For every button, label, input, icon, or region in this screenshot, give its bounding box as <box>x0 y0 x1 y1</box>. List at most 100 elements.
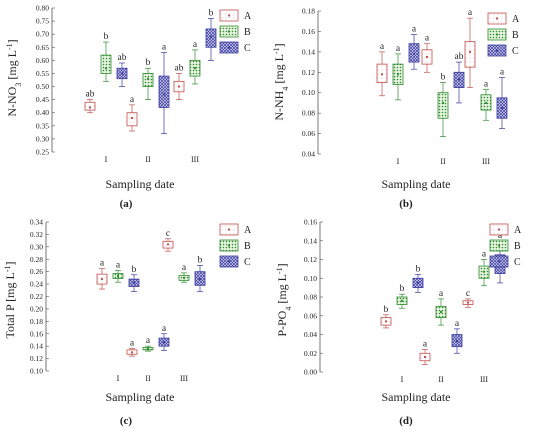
y-axis-title: N-NO3 [mg L-1] <box>5 39 23 116</box>
significance-label: a <box>498 231 503 241</box>
y-tick-label: 0.26 <box>30 267 43 276</box>
x-category-label: I <box>105 155 108 164</box>
legend-label-A: A <box>244 225 252 236</box>
box-B-I: a <box>112 260 124 283</box>
y-tick-label: 0.70 <box>36 30 49 39</box>
significance-label: b <box>441 73 446 83</box>
box-A-III: c <box>462 289 474 308</box>
legend-label-B: B <box>512 30 519 41</box>
legend-swatch-marker <box>498 260 500 263</box>
legend-label-C: C <box>514 257 521 268</box>
legend-label-A: A <box>512 14 520 25</box>
median-marker <box>401 299 403 302</box>
legend-swatch-marker <box>498 228 500 231</box>
median-marker <box>381 73 383 76</box>
box-B-II: b <box>142 58 154 100</box>
y-tick-label: 0.50 <box>36 82 49 91</box>
box-B-I: a <box>392 44 404 101</box>
significance-label: a <box>484 80 489 90</box>
box-body <box>408 43 420 63</box>
median-marker <box>117 275 119 278</box>
box-A-II: a <box>126 95 138 132</box>
legend-label-C: C <box>244 43 251 54</box>
median-marker <box>469 50 471 53</box>
x-category-label: I <box>397 157 400 166</box>
significance-label: a <box>182 263 187 273</box>
legend-swatch-marker <box>496 17 498 20</box>
significance-label: a <box>146 336 151 346</box>
panel-label: (b) <box>399 198 413 210</box>
median-marker <box>467 301 469 304</box>
significance-label: a <box>396 44 401 54</box>
x-category-label: III <box>180 374 188 383</box>
box-body <box>84 101 96 111</box>
y-tick-label: 0.45 <box>36 95 49 104</box>
significance-label: a <box>423 340 428 350</box>
legend: ABC <box>219 9 252 54</box>
x-category-label: II <box>438 375 444 384</box>
box-C-II: ab <box>453 52 465 104</box>
box-body <box>126 112 138 127</box>
significance-label: ab <box>455 52 464 62</box>
x-category-label: II <box>440 157 446 166</box>
box-body <box>142 73 154 87</box>
median-marker <box>131 351 133 354</box>
y-tick-label: 0.40 <box>36 108 49 117</box>
y-tick-label: 0.18 <box>30 317 43 326</box>
legend-swatch-marker <box>498 244 500 247</box>
y-tick-label: 0.34 <box>30 218 43 227</box>
median-marker <box>147 347 149 350</box>
significance-label: ab <box>175 63 184 73</box>
median-marker <box>485 101 487 104</box>
panel-label: (c) <box>120 415 133 427</box>
y-tick-label: 0.75 <box>36 17 49 26</box>
box-C-III: b <box>194 255 206 292</box>
median-marker <box>163 93 165 96</box>
legend-label-B: B <box>514 241 521 252</box>
y-tick-label: 0.20 <box>30 304 43 313</box>
significance-label: c <box>466 289 470 299</box>
y-tick-label: 0.55 <box>36 69 49 78</box>
box-body <box>376 63 388 83</box>
median-marker <box>397 73 399 76</box>
median-marker <box>385 320 387 323</box>
chart-panel-4: 0.000.020.040.060.080.100.120.140.16I II I… <box>275 218 523 428</box>
box-B-III: a <box>178 263 190 283</box>
significance-label: a <box>500 67 505 77</box>
y-tick-label: 0.80 <box>36 4 49 13</box>
significance-label: a <box>162 43 167 53</box>
y-tick-label: 0.08 <box>302 109 315 118</box>
x-category-label: II <box>145 374 151 383</box>
box-C-II: a <box>158 43 170 135</box>
significance-label: a <box>455 319 460 329</box>
legend-swatch-marker <box>228 260 230 263</box>
median-marker <box>413 52 415 55</box>
significance-label: ab <box>86 90 95 100</box>
y-axis-title: P-PO4 [mg L-1] <box>275 263 293 336</box>
y-tick-label: 0.25 <box>36 148 49 157</box>
significance-label: a <box>100 259 105 269</box>
x-category-label: I <box>401 375 404 384</box>
y-tick-label: 0.28 <box>30 255 43 264</box>
y-tick-label: 0.30 <box>36 134 49 143</box>
box-body <box>100 54 112 74</box>
median-marker <box>147 77 149 80</box>
median-marker <box>89 106 91 109</box>
y-tick-label: 0.10 <box>30 367 43 376</box>
y-tick-label: 0.65 <box>36 43 49 52</box>
legend: ABC <box>489 223 522 268</box>
significance-label: a <box>468 8 473 18</box>
median-marker <box>105 67 107 70</box>
y-tick-label: 0.08 <box>304 293 317 302</box>
panel-label: (a) <box>120 198 133 210</box>
significance-label: a <box>116 260 121 270</box>
median-marker <box>426 55 428 58</box>
y-tick-label: 0.04 <box>302 150 315 159</box>
median-marker <box>210 35 212 38</box>
median-marker <box>440 311 442 313</box>
x-category-label: III <box>480 375 488 384</box>
median-marker <box>442 101 444 104</box>
legend: ABC <box>219 223 252 268</box>
y-tick-label: 0.30 <box>30 242 43 251</box>
